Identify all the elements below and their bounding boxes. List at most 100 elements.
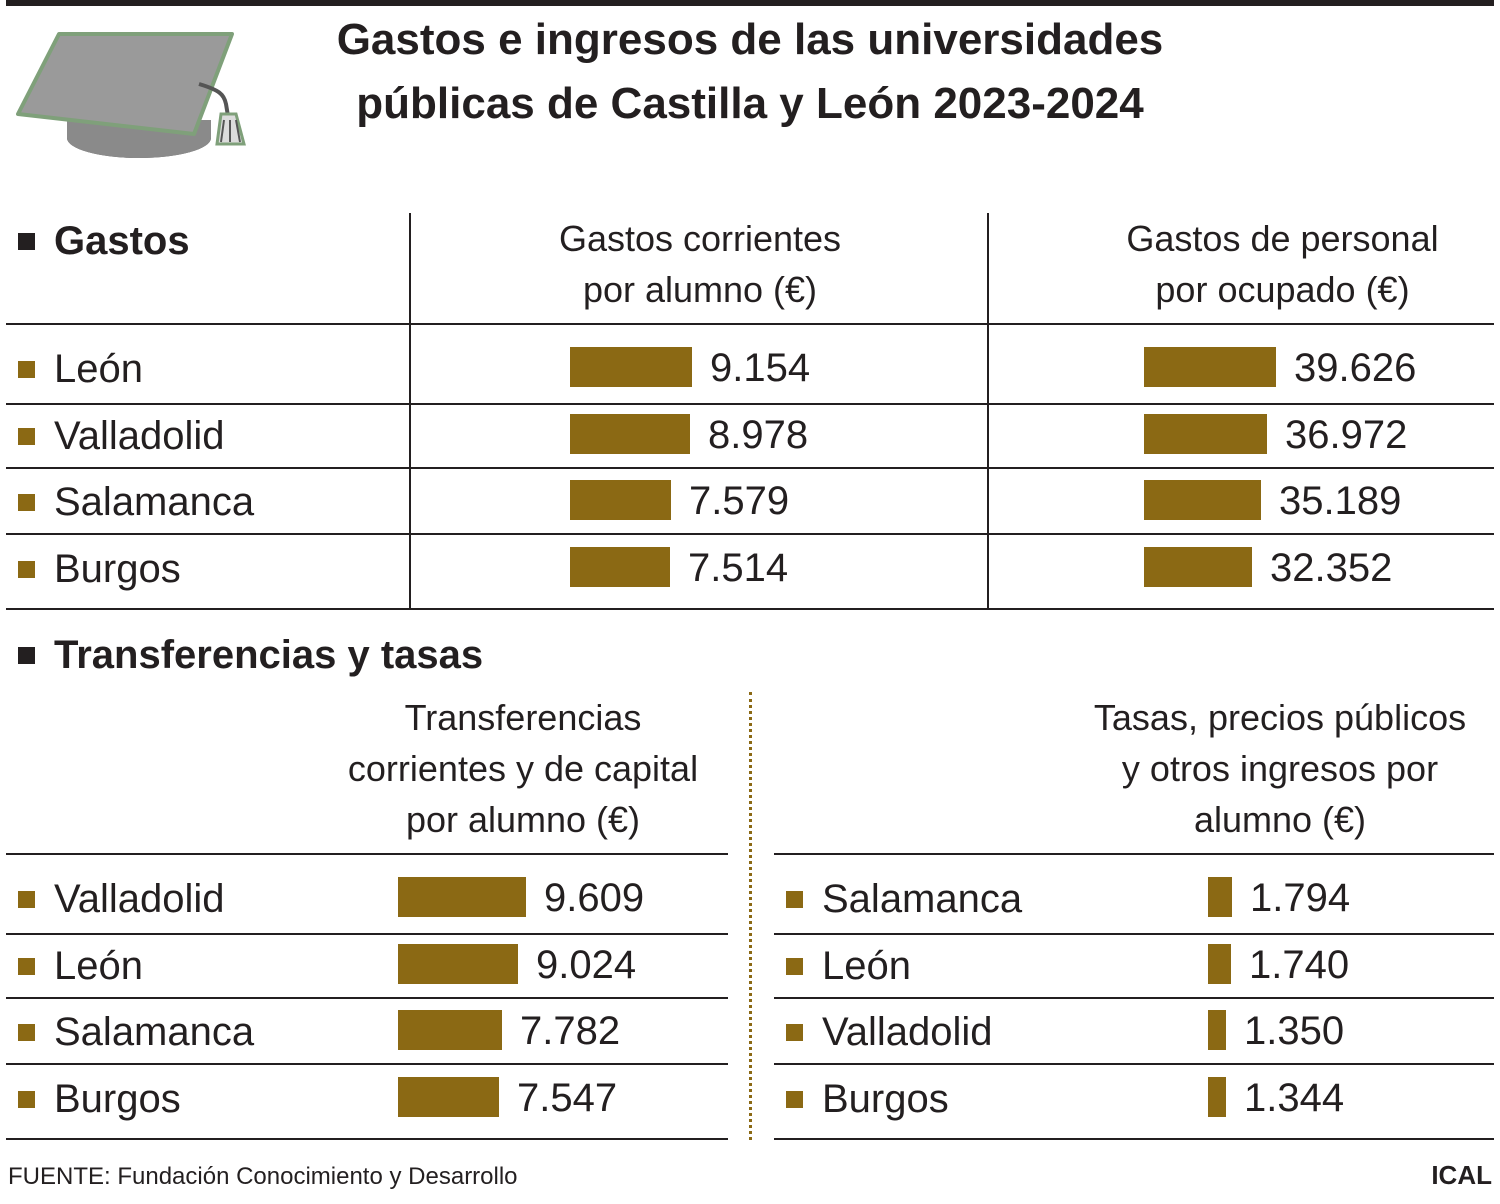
transfer-col1-header-line2: corrientes y de capital bbox=[347, 748, 699, 789]
gastos-col1-header: Gastos corrientes por alumno (€) bbox=[412, 213, 988, 315]
transfer-left-header-rule bbox=[6, 853, 728, 855]
gastos-corrientes-row-label: León bbox=[18, 344, 143, 394]
transferencias-category-label: Valladolid bbox=[54, 876, 225, 921]
gastos-corrientes-bar bbox=[570, 547, 670, 587]
gastos-corrientes-value-label: 9.154 bbox=[710, 346, 811, 390]
transfer-dotted-divider bbox=[749, 692, 752, 1140]
gastos-row-rule-3 bbox=[6, 533, 1494, 535]
gastos-col2-header-line2: por ocupado (€) bbox=[1155, 269, 1410, 310]
transfer-col1-header-line1: Transferencias bbox=[404, 697, 642, 738]
gastos-corrientes-bar bbox=[570, 414, 690, 454]
transfer-left-row-rule-3 bbox=[6, 1063, 728, 1065]
transfer-left-bottom-rule bbox=[6, 1138, 728, 1140]
section-gastos-heading: Gastos bbox=[18, 216, 190, 266]
transferencias-row-label: León bbox=[18, 941, 143, 991]
brown-square-icon bbox=[18, 1090, 35, 1108]
transferencias-category-label: Burgos bbox=[54, 1076, 181, 1121]
gastos-personal-bar bbox=[1144, 414, 1267, 454]
gastos-col2-header: Gastos de personal por ocupado (€) bbox=[990, 213, 1500, 315]
brown-square-icon bbox=[786, 1090, 803, 1108]
gastos-divider-2 bbox=[987, 213, 989, 610]
transferencias-category-label: León bbox=[54, 943, 143, 988]
transferencias-value-label: 7.782 bbox=[520, 1009, 621, 1053]
black-square-icon bbox=[18, 646, 35, 664]
brown-square-icon bbox=[18, 890, 35, 908]
tasas-row-label: Valladolid bbox=[786, 1007, 993, 1057]
gastos-corrientes-category-label: León bbox=[54, 346, 143, 391]
gastos-corrientes-row-label: Burgos bbox=[18, 544, 181, 594]
tasas-category-label: Valladolid bbox=[822, 1009, 993, 1054]
transfer-col2-header-line1: Tasas, precios públicos bbox=[1093, 697, 1467, 738]
brown-square-icon bbox=[18, 1023, 35, 1041]
tasas-category-label: Salamanca bbox=[822, 876, 1023, 921]
gastos-col1-header-line2: por alumno (€) bbox=[582, 269, 818, 310]
transfer-right-row-rule-1 bbox=[774, 933, 1494, 935]
gastos-header-rule bbox=[6, 323, 1494, 325]
transferencias-bar bbox=[398, 877, 526, 917]
gastos-col1-header-line1: Gastos corrientes bbox=[558, 218, 842, 259]
gastos-personal-bar bbox=[1144, 547, 1252, 587]
brown-square-icon bbox=[18, 427, 35, 445]
brown-square-icon bbox=[18, 560, 35, 578]
section-transferencias-heading: Transferencias y tasas bbox=[18, 630, 483, 680]
gastos-divider-1 bbox=[409, 213, 411, 610]
tasas-value-label: 1.794 bbox=[1250, 876, 1351, 920]
gastos-row-rule-2 bbox=[6, 467, 1494, 469]
transferencias-row-label: Salamanca bbox=[18, 1007, 254, 1057]
title-line1: Gastos e ingresos de las universidades bbox=[336, 15, 1164, 64]
tasas-row-label: León bbox=[786, 941, 911, 991]
brown-square-icon bbox=[18, 957, 35, 975]
transfer-left-row-rule-1 bbox=[6, 933, 728, 935]
section-gastos-title: Gastos bbox=[54, 218, 190, 263]
tasas-category-label: Burgos bbox=[822, 1076, 949, 1121]
tasas-value-label: 1.344 bbox=[1244, 1076, 1345, 1120]
tasas-row-label: Burgos bbox=[786, 1074, 949, 1124]
tasas-category-label: León bbox=[822, 943, 911, 988]
tasas-bar bbox=[1208, 1077, 1226, 1117]
brown-square-icon bbox=[786, 890, 803, 908]
gastos-corrientes-row-label: Valladolid bbox=[18, 411, 225, 461]
gastos-personal-value-label: 39.626 bbox=[1294, 346, 1417, 390]
top-rule bbox=[6, 0, 1494, 6]
transferencias-bar bbox=[398, 1077, 499, 1117]
gastos-personal-value-label: 32.352 bbox=[1270, 546, 1393, 590]
gastos-personal-bar bbox=[1144, 347, 1276, 387]
gastos-corrientes-row-label: Salamanca bbox=[18, 477, 254, 527]
source-note: FUENTE: Fundación Conocimiento y Desarro… bbox=[8, 1163, 518, 1190]
transferencias-bar bbox=[398, 1010, 502, 1050]
brown-square-icon bbox=[18, 360, 35, 378]
transferencias-row-label: Valladolid bbox=[18, 874, 225, 924]
graduation-cap-icon bbox=[16, 32, 246, 158]
gastos-corrientes-category-label: Burgos bbox=[54, 546, 181, 591]
transfer-left-row-rule-2 bbox=[6, 997, 728, 999]
tasas-row-label: Salamanca bbox=[786, 874, 1022, 924]
transferencias-value-label: 7.547 bbox=[517, 1076, 618, 1120]
transfer-right-row-rule-3 bbox=[774, 1063, 1494, 1065]
gastos-corrientes-category-label: Valladolid bbox=[54, 413, 225, 458]
transfer-right-row-rule-2 bbox=[774, 997, 1494, 999]
brown-square-icon bbox=[786, 1023, 803, 1041]
gastos-corrientes-bar bbox=[570, 480, 671, 520]
tasas-value-label: 1.350 bbox=[1244, 1009, 1345, 1053]
gastos-corrientes-value-label: 7.579 bbox=[689, 479, 790, 523]
tasas-bar bbox=[1208, 944, 1231, 984]
gastos-corrientes-value-label: 8.978 bbox=[708, 413, 809, 457]
transfer-col2-header: Tasas, precios públicos y otros ingresos… bbox=[1060, 692, 1500, 845]
gastos-personal-value-label: 36.972 bbox=[1285, 413, 1408, 457]
transferencias-value-label: 9.609 bbox=[544, 876, 645, 920]
agency-credit: ICAL bbox=[1431, 1160, 1492, 1190]
tasas-bar bbox=[1208, 1010, 1226, 1050]
black-square-icon bbox=[18, 232, 35, 250]
transferencias-value-label: 9.024 bbox=[536, 943, 637, 987]
title-line2: públicas de Castilla y León 2023-2024 bbox=[356, 79, 1144, 128]
transferencias-bar bbox=[398, 944, 518, 984]
gastos-corrientes-category-label: Salamanca bbox=[54, 479, 255, 524]
transfer-col1-header-line3: por alumno (€) bbox=[405, 799, 641, 840]
gastos-personal-value-label: 35.189 bbox=[1279, 479, 1402, 523]
tasas-bar bbox=[1208, 877, 1232, 917]
transferencias-category-label: Salamanca bbox=[54, 1009, 255, 1054]
gastos-personal-bar bbox=[1144, 480, 1261, 520]
brown-square-icon bbox=[18, 493, 35, 511]
gastos-corrientes-value-label: 7.514 bbox=[688, 546, 789, 590]
transfer-right-bottom-rule bbox=[774, 1138, 1494, 1140]
